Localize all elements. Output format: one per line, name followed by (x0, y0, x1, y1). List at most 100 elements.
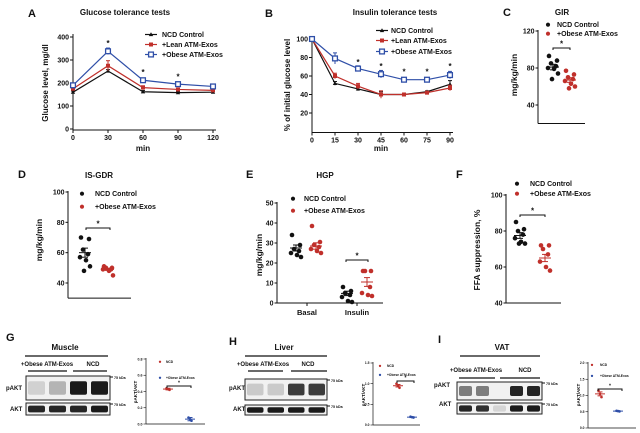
group-1 (562, 68, 578, 91)
panel-d: D IS-GDR 40 60 80 100 mg/kg/min NCD Control +Obe… (18, 169, 156, 299)
group-0 (393, 382, 403, 390)
data-point (448, 86, 452, 91)
data-point (446, 72, 454, 79)
panel-f: F 40 60 80 100 FFA suppression, % NCD Control +… (456, 169, 591, 307)
data-point (537, 259, 543, 264)
legend-marker (158, 360, 162, 363)
y-tick-label: 40 (527, 102, 535, 109)
y-axis-label: Glucose level, mg/dl (41, 44, 50, 121)
y-tick-label: 2.0 (580, 361, 585, 365)
data-point (512, 235, 518, 241)
blot-band (459, 405, 472, 412)
y-tick-label: 20 (300, 111, 308, 118)
blot-group-label: +Obese ATM-Exos (21, 362, 74, 368)
data-point (543, 264, 549, 270)
data-point (349, 299, 355, 305)
legend-label: +Obese ATM-Exos (162, 52, 223, 59)
y-axis-label: mg/kg/min (254, 234, 264, 277)
legend-marker (378, 364, 382, 368)
data-point (365, 292, 371, 298)
data-point (348, 288, 354, 294)
y-tick-label: 400 (57, 35, 69, 42)
y-tick-label: 120 (523, 28, 535, 35)
significance-star: * (531, 207, 535, 216)
legend-marker (514, 181, 520, 186)
blot-band (28, 405, 45, 413)
data-point (572, 84, 578, 89)
significance-bracket (597, 388, 623, 391)
y-axis-label: % of initial glucose level (283, 39, 292, 131)
x-axis-label: min (136, 144, 150, 153)
significance-bracket (552, 47, 571, 50)
group-1 (407, 415, 417, 419)
legend-label: +Lean ATM-Exos (162, 42, 218, 49)
data-point (354, 65, 362, 72)
data-point (209, 83, 217, 90)
y-tick-label: 60 (300, 74, 308, 81)
y-axis-label: pAKT/AKT (576, 384, 581, 407)
significance-star: * (448, 62, 452, 71)
data-point (368, 268, 374, 274)
data-point (78, 235, 84, 240)
data-point (549, 76, 555, 82)
data-point (308, 246, 314, 252)
data-point (546, 53, 552, 59)
kda-marker-label: 75 kDa (114, 376, 127, 380)
data-point (402, 92, 406, 97)
significance-star: * (176, 73, 180, 82)
y-tick-label: 100 (57, 104, 69, 111)
category-label: Basal (297, 308, 317, 317)
y-tick-label: 60 (57, 250, 65, 257)
data-point (359, 290, 365, 296)
y-tick-label: 0.0 (580, 426, 585, 430)
y-tick-label: 1.5 (580, 377, 585, 381)
y-tick-label: 1.0 (580, 394, 585, 398)
significance-bracket (396, 380, 415, 383)
group-3 (359, 268, 375, 299)
panel-letter: C (503, 7, 511, 19)
blot-band (49, 405, 66, 413)
blot-row-label: AKT (439, 402, 452, 408)
legend-marker (148, 32, 154, 37)
y-tick-label: 0.8 (138, 357, 143, 361)
y-tick-label: 40 (300, 92, 308, 99)
legend-label: NCD Control (391, 28, 433, 35)
group-0 (545, 53, 561, 82)
legend-marker (79, 191, 85, 196)
blot-row-label: AKT (10, 407, 23, 413)
y-tick-label: 200 (57, 81, 69, 88)
data-point (298, 254, 304, 260)
group-1 (185, 416, 195, 423)
significance-bracket (85, 227, 111, 230)
blot-band (527, 405, 540, 412)
legend-label: NCD Control (530, 181, 572, 188)
x-tick-label: 45 (377, 138, 385, 145)
significance-star: * (141, 68, 145, 77)
y-tick-label: 0.0 (365, 423, 370, 427)
data-point (332, 81, 338, 85)
data-point (400, 76, 408, 83)
x-tick-label: 60 (139, 135, 147, 142)
blot-band (49, 381, 66, 395)
x-tick-label: 90 (446, 138, 454, 145)
blot-row-label: pAKT (6, 386, 22, 392)
x-tick-label: 30 (104, 135, 112, 142)
blot-band (91, 405, 108, 413)
data-point (83, 257, 89, 263)
significance-bracket (166, 385, 192, 388)
significance-bracket (345, 259, 369, 262)
y-tick-label: 0.0 (138, 422, 143, 426)
data-point (600, 395, 603, 399)
data-point (379, 92, 383, 97)
y-tick-label: 50 (266, 200, 274, 207)
legend-label: +Obese ATM-Exos (387, 373, 416, 377)
chart-title: Glucose tolerance tests (80, 8, 171, 17)
data-point (140, 89, 146, 94)
chart-title: Insulin tolerance tests (353, 8, 438, 17)
significance-star: * (355, 252, 359, 261)
legend-label: NCD Control (95, 191, 137, 198)
y-tick-label: 300 (57, 58, 69, 65)
panel-letter: G (6, 332, 15, 344)
legend-label: NCD Control (304, 196, 346, 203)
data-point (538, 243, 544, 248)
